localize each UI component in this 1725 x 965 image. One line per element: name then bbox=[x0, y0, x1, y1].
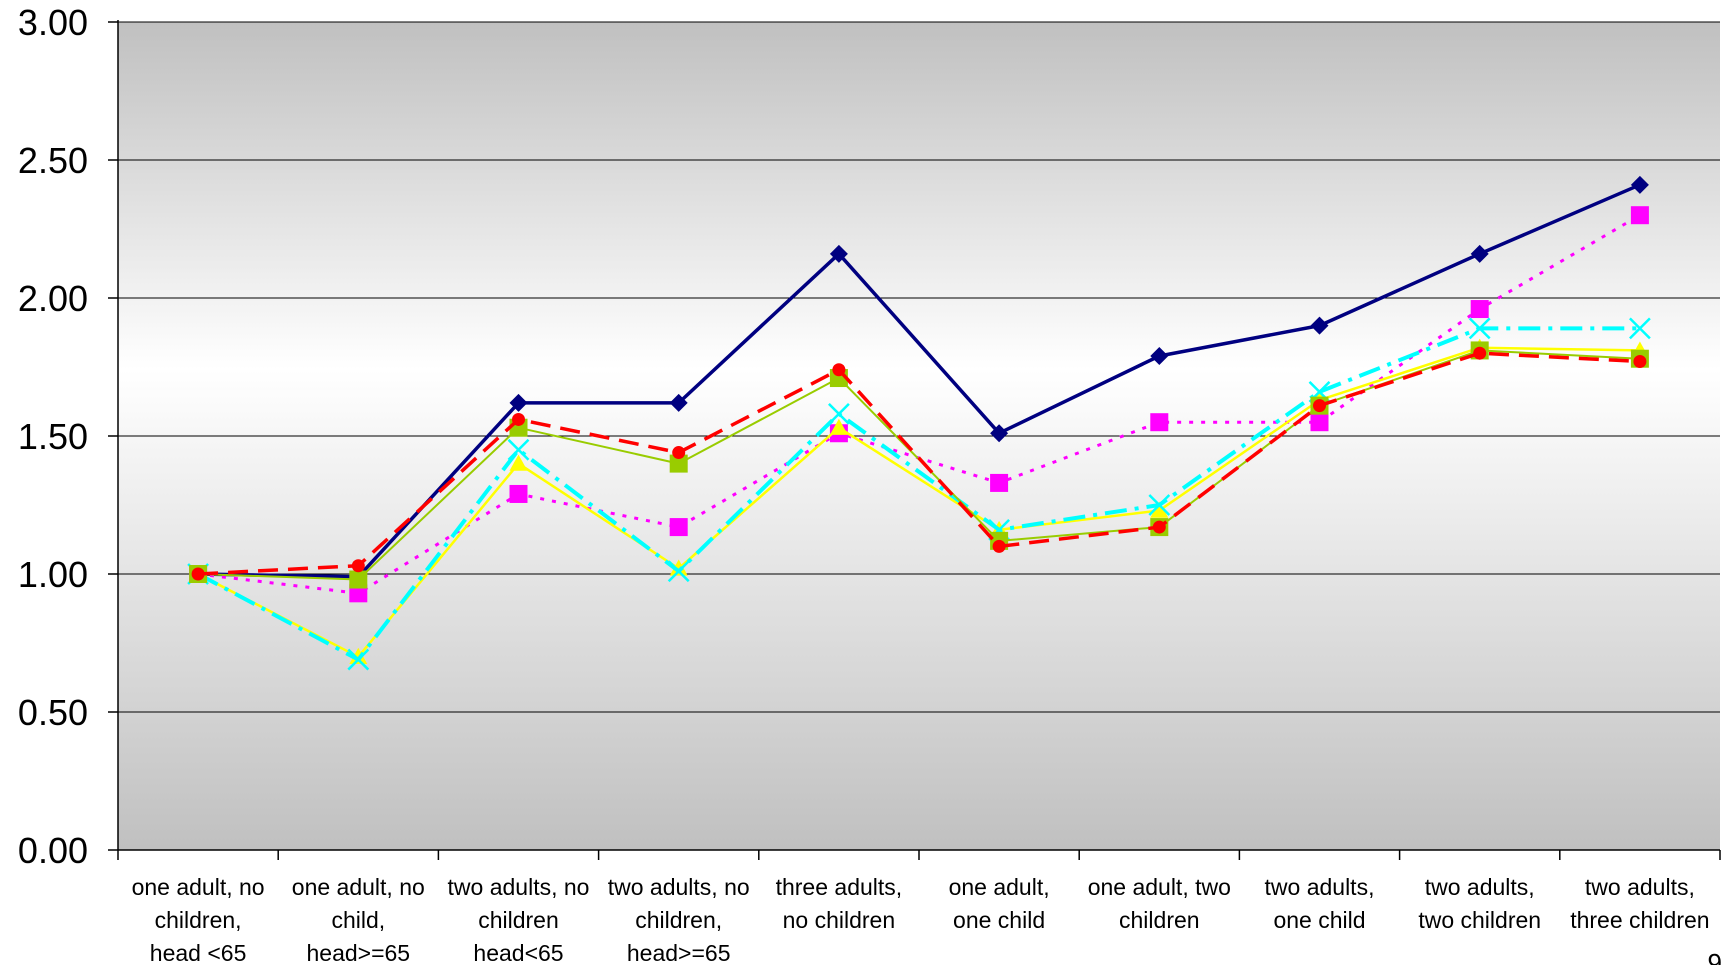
data-point bbox=[509, 393, 528, 412]
x-axis-tick-labels: one adult, no children, head <65 one adult,… bbox=[132, 874, 1710, 965]
data-point bbox=[669, 454, 688, 473]
x-tick-label: one adult, no child, head>=65 bbox=[292, 874, 425, 965]
data-point bbox=[509, 454, 528, 471]
data-point bbox=[1470, 244, 1489, 263]
y-axis-tick-labels: 0.00 0.50 1.00 1.50 2.00 2.50 3.00 bbox=[18, 2, 88, 871]
data-point bbox=[349, 584, 368, 603]
y-tick-label: 2.50 bbox=[18, 140, 88, 181]
series-group bbox=[187, 175, 1651, 671]
series-6 bbox=[191, 346, 1647, 581]
x-tick-label: two adults, one child bbox=[1265, 874, 1375, 933]
data-point bbox=[672, 446, 686, 460]
data-point bbox=[1470, 300, 1489, 319]
data-point bbox=[1630, 175, 1649, 194]
data-point bbox=[191, 567, 205, 581]
y-tick-label: 0.00 bbox=[18, 830, 88, 871]
y-tick-label: 2.00 bbox=[18, 278, 88, 319]
data-point bbox=[1629, 317, 1651, 340]
axes bbox=[108, 20, 1721, 860]
data-point bbox=[347, 648, 370, 671]
data-point bbox=[1630, 206, 1649, 225]
x-tick-label: two adults, three children bbox=[1570, 874, 1709, 933]
y-tick-label: 1.00 bbox=[18, 554, 88, 595]
data-point bbox=[512, 412, 525, 426]
data-point bbox=[1152, 520, 1166, 534]
data-point bbox=[1473, 346, 1487, 360]
series-line bbox=[197, 346, 1640, 659]
gridlines bbox=[118, 21, 1720, 713]
data-point bbox=[1633, 354, 1647, 368]
data-point bbox=[992, 539, 1006, 553]
data-point bbox=[990, 424, 1009, 443]
y-tick-label: 3.00 bbox=[18, 2, 88, 43]
y-tick-label: 0.50 bbox=[18, 692, 88, 733]
data-point bbox=[990, 473, 1009, 492]
x-tick-label: one adult, one child bbox=[949, 874, 1050, 933]
data-point bbox=[1148, 494, 1171, 516]
page-number: 9 bbox=[1708, 948, 1722, 965]
data-point bbox=[509, 484, 528, 503]
data-point bbox=[829, 244, 848, 263]
data-point bbox=[1150, 501, 1169, 518]
data-point bbox=[669, 393, 688, 412]
data-point bbox=[669, 559, 688, 576]
data-point bbox=[669, 518, 688, 537]
data-point bbox=[667, 560, 690, 583]
data-point bbox=[829, 418, 848, 435]
x-tick-label: two adults, two children bbox=[1418, 874, 1541, 933]
data-point bbox=[832, 363, 846, 377]
x-tick-label: one adult, no children, head <65 bbox=[132, 874, 265, 965]
x-tick-label: three adults, no children bbox=[776, 874, 903, 933]
series-line bbox=[197, 326, 1640, 662]
x-tick-label: two adults, no children, head>=65 bbox=[608, 874, 750, 965]
data-point bbox=[1150, 413, 1169, 432]
data-point bbox=[1468, 317, 1491, 340]
data-point bbox=[1150, 346, 1169, 365]
series-line bbox=[198, 351, 1640, 576]
data-point bbox=[1310, 413, 1329, 432]
data-point bbox=[349, 647, 368, 664]
data-point bbox=[828, 403, 850, 425]
y-tick-label: 1.50 bbox=[18, 416, 88, 457]
data-point bbox=[349, 570, 368, 589]
x-tick-label: two adults, no children head<65 bbox=[448, 874, 590, 965]
x-tick-label: one adult, two children bbox=[1088, 874, 1231, 933]
series-line bbox=[198, 183, 1641, 579]
data-point bbox=[507, 438, 530, 461]
data-point bbox=[1310, 316, 1329, 335]
data-point bbox=[1313, 399, 1326, 413]
data-point bbox=[351, 559, 365, 573]
